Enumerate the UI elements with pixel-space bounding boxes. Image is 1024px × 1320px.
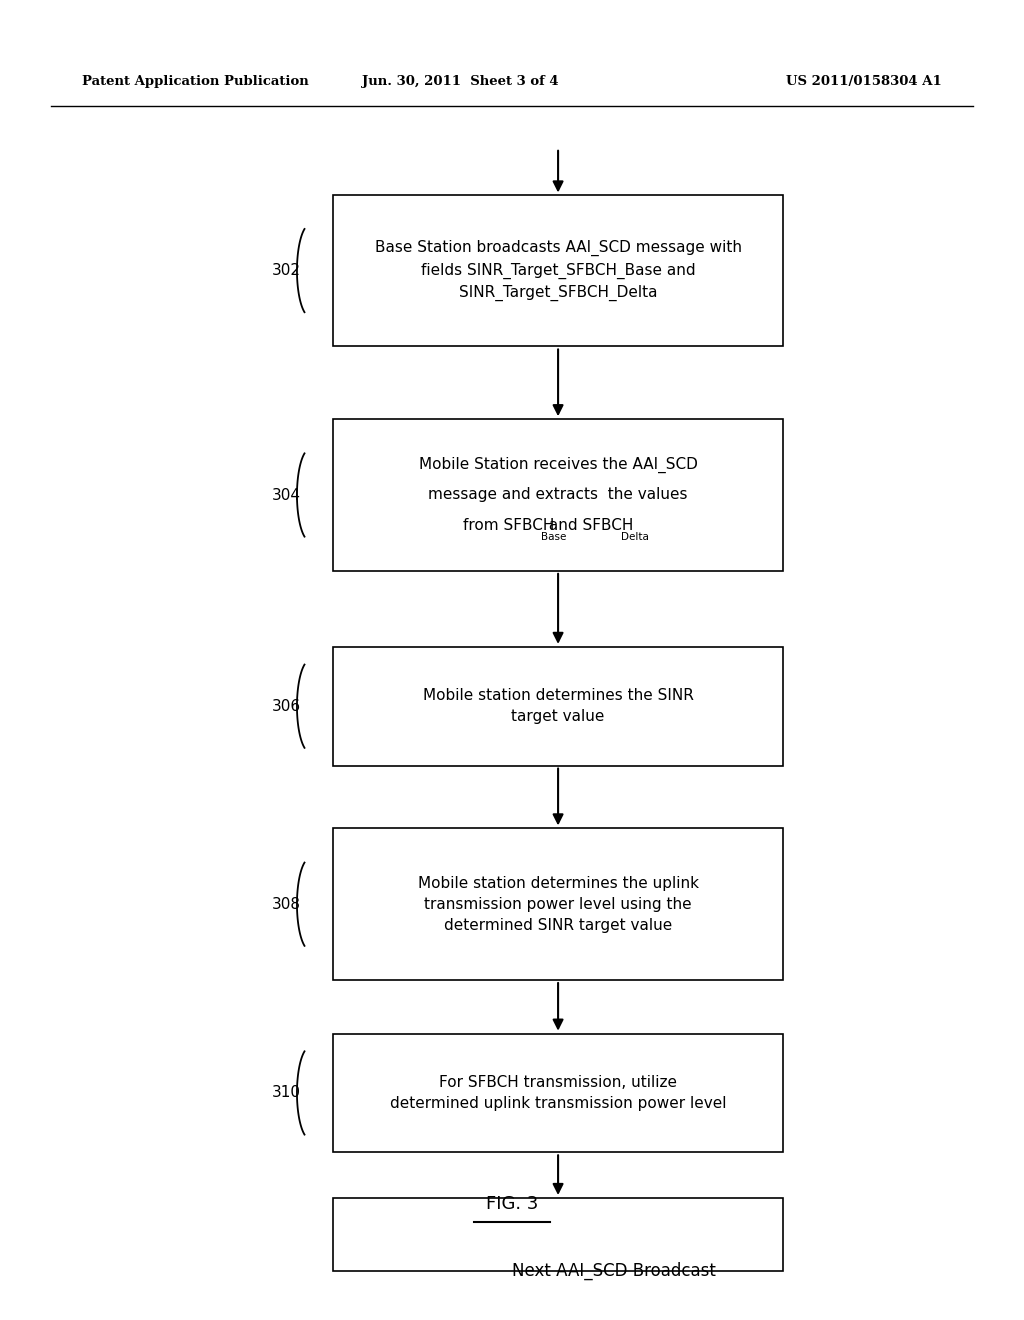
Text: 304: 304 (271, 487, 300, 503)
Text: Delta: Delta (621, 532, 648, 543)
Text: Mobile station determines the SINR
target value: Mobile station determines the SINR targe… (423, 688, 693, 725)
Text: 308: 308 (271, 896, 300, 912)
Text: Patent Application Publication: Patent Application Publication (82, 75, 308, 88)
Text: Mobile station determines the uplink
transmission power level using the
determin: Mobile station determines the uplink tra… (418, 875, 698, 933)
Text: For SFBCH transmission, utilize
determined uplink transmission power level: For SFBCH transmission, utilize determin… (390, 1074, 726, 1111)
FancyBboxPatch shape (333, 829, 783, 979)
FancyBboxPatch shape (333, 647, 783, 766)
Text: Jun. 30, 2011  Sheet 3 of 4: Jun. 30, 2011 Sheet 3 of 4 (362, 75, 559, 88)
Text: Mobile Station receives the AAI_SCD: Mobile Station receives the AAI_SCD (419, 457, 697, 473)
Text: Base: Base (541, 532, 566, 543)
Text: Base Station broadcasts AAI_SCD message with
fields SINR_Target_SFBCH_Base and
S: Base Station broadcasts AAI_SCD message … (375, 240, 741, 301)
Text: US 2011/0158304 A1: US 2011/0158304 A1 (786, 75, 942, 88)
Text: from SFBCH: from SFBCH (463, 517, 554, 533)
Text: 306: 306 (271, 698, 300, 714)
Text: FIG. 3: FIG. 3 (485, 1195, 539, 1213)
Text: 302: 302 (271, 263, 300, 279)
Text: message and extracts  the values: message and extracts the values (428, 487, 688, 503)
FancyBboxPatch shape (333, 420, 783, 570)
Text: Next AAI_SCD Broadcast: Next AAI_SCD Broadcast (512, 1262, 717, 1280)
FancyBboxPatch shape (333, 1199, 783, 1270)
FancyBboxPatch shape (333, 195, 783, 346)
FancyBboxPatch shape (333, 1034, 783, 1152)
Text: 310: 310 (271, 1085, 300, 1101)
Text: and SFBCH: and SFBCH (544, 517, 633, 533)
